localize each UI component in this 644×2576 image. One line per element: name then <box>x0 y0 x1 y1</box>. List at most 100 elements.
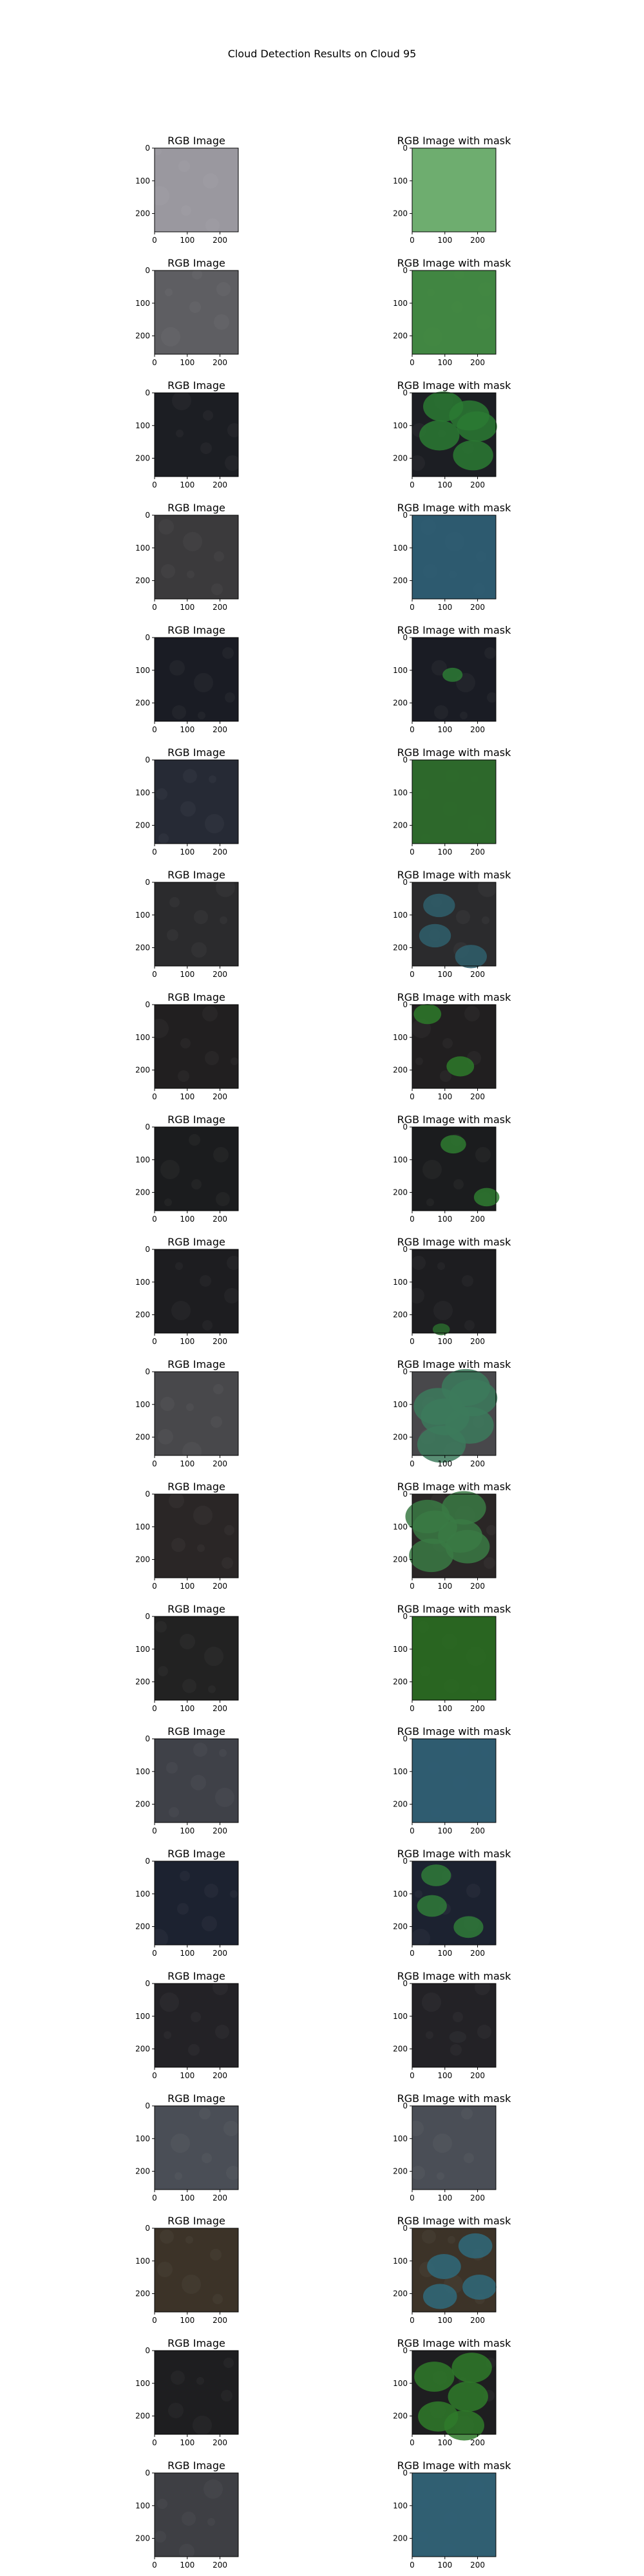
texture-patch <box>462 1275 473 1287</box>
x-tick-label: 100 <box>180 848 194 857</box>
texture-patch <box>183 769 197 783</box>
x-tick-label: 200 <box>213 2438 227 2447</box>
y-tick-label: 100 <box>135 2257 150 2266</box>
texture-patch <box>216 282 231 296</box>
texture-patch <box>160 1397 175 1411</box>
texture-patch <box>169 1493 184 1508</box>
texture-patch <box>198 712 205 719</box>
mask-region <box>448 2381 488 2412</box>
axes-frame <box>154 270 239 355</box>
axes-frame <box>412 1249 497 1334</box>
rgb-image <box>155 393 238 477</box>
y-tick-label: 100 <box>393 2257 408 2266</box>
rgb-image <box>155 1127 238 1211</box>
x-tick-label: 0 <box>152 2316 157 2325</box>
masked-image-base <box>412 1984 496 2067</box>
texture-patch <box>486 1525 497 1535</box>
x-tick-label: 100 <box>437 2071 452 2080</box>
y-tick-label: 0 <box>145 1245 150 1254</box>
texture-patch <box>203 173 218 189</box>
x-tick-label: 0 <box>410 1826 415 1835</box>
y-tick-label: 200 <box>135 1800 150 1809</box>
x-tick-label: 0 <box>152 2561 157 2570</box>
x-tick-label: 100 <box>437 1826 452 1835</box>
texture-patch <box>154 147 162 155</box>
y-tick-label: 200 <box>135 1066 150 1075</box>
axes-frame <box>154 2228 239 2313</box>
panel-title-mask: RGB Image with mask <box>397 135 512 147</box>
panel-title-rgb: RGB Image <box>167 1603 225 1615</box>
y-tick-label: 100 <box>135 176 150 185</box>
texture-patch <box>193 1506 213 1525</box>
texture-patch <box>169 897 180 907</box>
masked-image-base <box>412 2106 496 2190</box>
texture-patch <box>177 1903 189 1915</box>
y-tick-label: 200 <box>135 209 150 218</box>
x-tick-label: 100 <box>437 603 452 612</box>
y-tick-label: 100 <box>135 2134 150 2143</box>
x-tick-label: 200 <box>213 2561 227 2570</box>
mask-region <box>412 1510 457 1544</box>
texture-patch <box>194 910 208 924</box>
texture-patch <box>426 1198 434 1206</box>
y-tick-label: 0 <box>402 388 408 397</box>
texture-patch <box>213 1147 229 1162</box>
x-tick-label: 200 <box>470 2316 485 2325</box>
rgb-image <box>155 2106 238 2190</box>
x-tick-label: 100 <box>437 1704 452 1713</box>
texture-patch <box>205 218 220 232</box>
x-tick-label: 100 <box>437 2438 452 2447</box>
texture-patch <box>172 391 191 410</box>
axes-frame <box>154 1371 239 1456</box>
x-tick-label: 100 <box>437 1337 452 1346</box>
axes-frame <box>154 515 239 600</box>
panel-title-mask: RGB Image with mask <box>397 2092 512 2105</box>
mask-region <box>417 1895 447 1917</box>
y-tick-label: 100 <box>393 1522 408 1531</box>
texture-patch <box>171 2134 190 2153</box>
y-tick-label: 100 <box>393 788 408 797</box>
x-tick-label: 200 <box>213 1704 227 1713</box>
mask-region <box>458 2233 493 2259</box>
y-tick-label: 0 <box>402 878 408 887</box>
y-tick-label: 100 <box>135 1889 150 1899</box>
x-tick-label: 200 <box>470 1337 485 1346</box>
axes-frame <box>412 2105 497 2190</box>
y-tick-label: 0 <box>402 633 408 642</box>
axes-frame <box>154 1249 239 1334</box>
texture-patch <box>191 942 207 958</box>
panel-title-mask: RGB Image with mask <box>397 624 512 636</box>
x-tick-label: 100 <box>180 1704 194 1713</box>
texture-patch <box>182 1442 202 1461</box>
panel-title-mask: RGB Image with mask <box>397 502 512 514</box>
mask-region <box>453 1916 484 1938</box>
x-tick-label: 0 <box>152 970 157 979</box>
mask-overlay <box>412 148 496 232</box>
y-tick-label: 200 <box>135 821 150 830</box>
y-tick-label: 100 <box>393 2134 408 2143</box>
y-tick-label: 200 <box>393 1678 408 1687</box>
panel-title-mask: RGB Image with mask <box>397 379 512 392</box>
x-tick-label: 100 <box>180 2561 194 2570</box>
texture-patch <box>426 2031 433 2039</box>
axes-frame <box>412 637 497 722</box>
y-tick-label: 100 <box>393 911 408 920</box>
y-tick-label: 200 <box>393 454 408 463</box>
y-tick-label: 200 <box>393 1066 408 1075</box>
y-tick-label: 0 <box>402 511 408 520</box>
y-tick-label: 100 <box>393 421 408 430</box>
texture-patch <box>482 916 489 924</box>
y-tick-label: 0 <box>145 2346 150 2355</box>
panel-title-mask: RGB Image with mask <box>397 1481 512 1493</box>
x-tick-label: 100 <box>437 2316 452 2325</box>
mask-region <box>423 893 455 918</box>
x-tick-label: 100 <box>180 1582 194 1591</box>
texture-patch <box>178 1070 189 1082</box>
y-tick-label: 0 <box>402 1979 408 1988</box>
texture-patch <box>231 1057 238 1065</box>
texture-patch <box>200 442 212 454</box>
texture-patch <box>461 2108 473 2119</box>
y-tick-label: 200 <box>393 943 408 952</box>
texture-patch <box>437 1262 445 1270</box>
rgb-image <box>155 1005 238 1088</box>
